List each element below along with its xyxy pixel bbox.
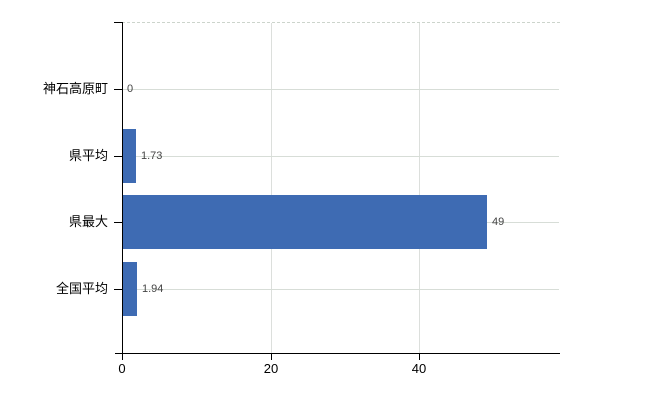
row-gridline [123, 89, 559, 90]
x-tick-label: 20 [263, 361, 279, 376]
x-tick [122, 354, 123, 360]
row-gridline [123, 155, 559, 157]
x-tick-label: 0 [118, 361, 126, 376]
x-gridline-20 [271, 23, 272, 353]
y-tick [114, 288, 122, 290]
y-tick [114, 155, 122, 157]
x-gridline-40 [419, 23, 420, 353]
bar [123, 195, 487, 249]
value-label: 1.94 [142, 282, 164, 295]
value-label: 1.73 [141, 149, 163, 162]
bar [123, 261, 137, 316]
plot-top-border [122, 22, 560, 23]
row-gridline [123, 288, 559, 290]
value-label: 49 [492, 216, 505, 228]
x-tick [271, 354, 272, 360]
y-tick [114, 222, 122, 223]
value-label: 0 [127, 83, 134, 95]
x-tick [419, 354, 420, 360]
bar [123, 128, 136, 183]
x-tick-label: 40 [411, 361, 427, 376]
x-axis-line [115, 353, 560, 354]
category-label: 全国平均 [55, 280, 108, 296]
y-tick [114, 89, 122, 90]
category-label: 神石高原町 [42, 81, 108, 96]
category-label: 県最大 [68, 214, 108, 229]
y-axis-end-tick [114, 22, 122, 23]
category-label: 県平均 [68, 147, 108, 163]
y-axis-line [122, 22, 123, 354]
